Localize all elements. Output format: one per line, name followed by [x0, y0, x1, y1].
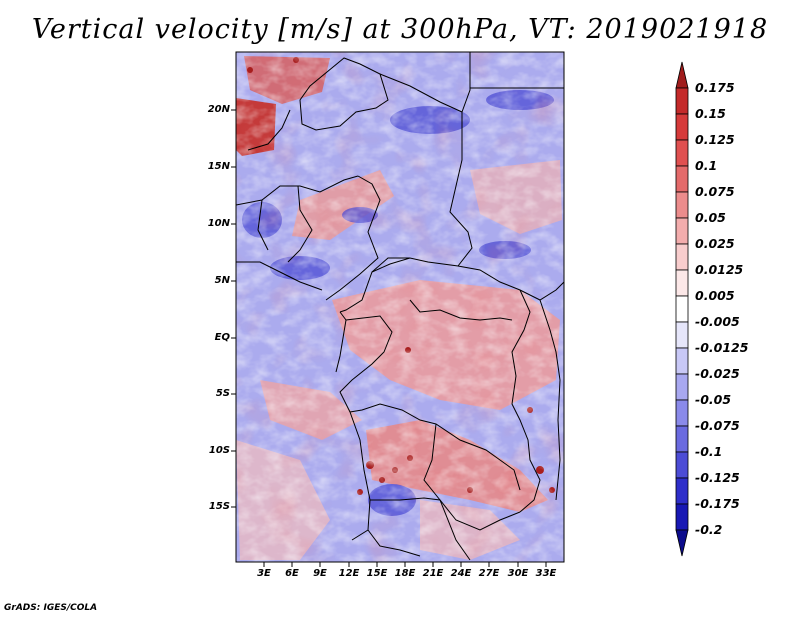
colorbar-swatch — [675, 373, 689, 401]
country-borders — [236, 52, 564, 561]
lon-label: 27E — [478, 568, 500, 579]
lat-label: EQ — [214, 332, 230, 343]
lat-label: 15S — [208, 501, 230, 512]
colorbar-swatch — [675, 191, 689, 219]
colorbar-swatch — [675, 295, 689, 323]
lon-label: 3E — [257, 568, 271, 579]
lon-label: 15E — [366, 568, 388, 579]
colorbar-level-label: 0.175 — [695, 80, 735, 95]
lat-label: 10N — [207, 218, 230, 229]
colorbar-level-label: -0.075 — [695, 418, 740, 433]
colorbar-swatch — [675, 347, 689, 375]
colorbar-level-label: 0.075 — [695, 184, 735, 199]
lat-label: 5N — [214, 275, 230, 286]
colorbar-level-label: -0.05 — [695, 392, 732, 407]
lon-label: 24E — [450, 568, 472, 579]
lon-label: 18E — [394, 568, 416, 579]
colorbar-level-label: -0.125 — [695, 470, 740, 485]
lat-label: 15N — [207, 161, 230, 172]
colorbar-level-label: 0.005 — [695, 288, 735, 303]
colorbar-level-label: -0.2 — [695, 522, 723, 537]
colorbar-level-label: 0.1 — [695, 158, 718, 173]
colorbar-swatch — [675, 529, 689, 557]
velocity-field — [236, 52, 564, 562]
plot-frame — [235, 51, 565, 563]
lon-label: 6E — [285, 568, 299, 579]
colorbar-swatch — [675, 217, 689, 245]
lat-label: 5S — [215, 388, 230, 399]
colorbar-swatch — [675, 269, 689, 297]
lon-label: 12E — [338, 568, 360, 579]
colorbar-swatch — [675, 113, 689, 141]
lon-label: 9E — [313, 568, 327, 579]
colorbar-level-label: 0.125 — [695, 132, 735, 147]
colorbar-swatch — [675, 503, 689, 531]
colorbar-level-label: -0.1 — [695, 444, 723, 459]
colorbar-swatch — [675, 451, 689, 479]
colorbar-swatch — [675, 139, 689, 167]
colorbar-level-label: 0.15 — [695, 106, 726, 121]
lon-ticks — [263, 562, 547, 567]
chart-title: Vertical velocity [m/s] at 300hPa, VT: 2… — [31, 14, 769, 45]
colorbar-level-label: 0.0125 — [695, 262, 744, 277]
colorbar-swatch — [675, 425, 689, 453]
colorbar-swatch — [675, 321, 689, 349]
colorbar-swatch — [675, 87, 689, 115]
colorbar-swatch — [675, 243, 689, 271]
lat-ticks — [231, 109, 236, 508]
colorbar-level-label: -0.005 — [695, 314, 740, 329]
colorbar-swatch — [675, 399, 689, 427]
lat-label: 20N — [207, 104, 230, 115]
lon-label: 30E — [507, 568, 529, 579]
colorbar-level-label: -0.025 — [695, 366, 740, 381]
colorbar — [675, 61, 689, 557]
colorbar-level-label: 0.05 — [695, 210, 726, 225]
colorbar-swatch — [675, 165, 689, 193]
lon-label: 21E — [422, 568, 444, 579]
lon-label: 33E — [535, 568, 557, 579]
credit-text: GrADS: IGES/COLA — [4, 603, 98, 613]
lat-label: 10S — [208, 445, 230, 456]
colorbar-swatch — [675, 61, 689, 89]
colorbar-level-label: -0.175 — [695, 496, 740, 511]
colorbar-level-label: 0.025 — [695, 236, 735, 251]
colorbar-swatch — [675, 477, 689, 505]
colorbar-level-label: -0.0125 — [695, 340, 749, 355]
